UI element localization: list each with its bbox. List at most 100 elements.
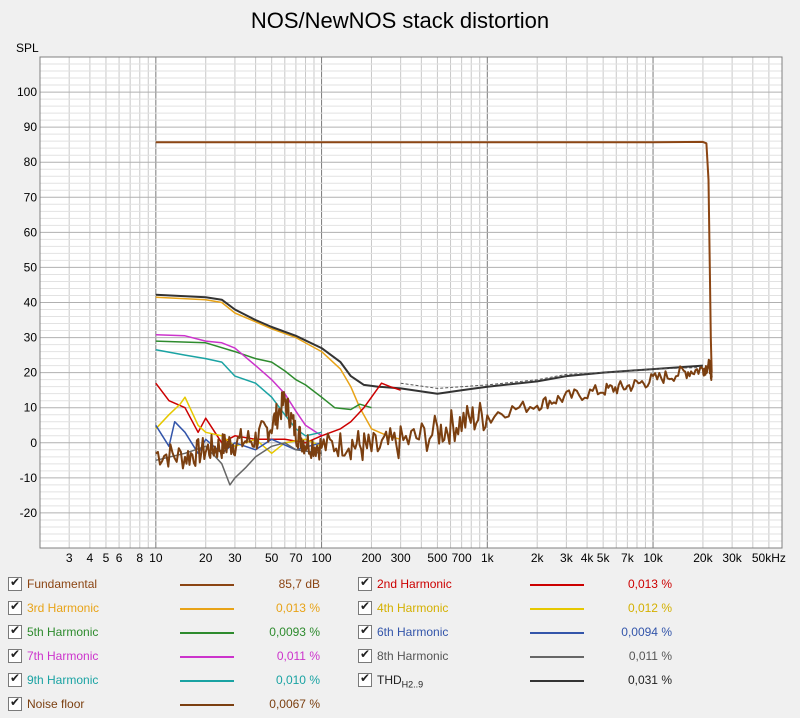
y-tick-label: 60 (24, 225, 38, 239)
x-tick-label: 20 (199, 551, 213, 565)
series-7th-harmonic (155, 334, 323, 437)
legend-checkbox[interactable] (358, 575, 372, 591)
legend-checkbox[interactable] (8, 575, 22, 591)
y-tick-label: 30 (24, 331, 38, 345)
legend-checkbox[interactable] (8, 599, 22, 615)
x-tick-label: 4 (87, 551, 94, 565)
legend-checkbox[interactable] (358, 647, 372, 663)
series-thd (155, 293, 703, 395)
legend-value: 0,0094 % (621, 625, 672, 639)
y-tick-label: 40 (24, 296, 38, 310)
y-tick-label: 50 (24, 260, 38, 274)
x-tick-label: 300 (391, 551, 411, 565)
legend-swatch (180, 704, 234, 706)
legend-label: 2nd Harmonic (377, 577, 452, 591)
x-tick-label: 4k (581, 551, 595, 565)
legend-checkbox[interactable] (358, 671, 372, 687)
legend-value: 0,012 % (627, 601, 672, 615)
x-tick-label: 6 (116, 551, 123, 565)
legend-label: THDH2..9 (377, 673, 424, 690)
x-tick-label: 7k (621, 551, 635, 565)
x-tick-label: 5k (597, 551, 611, 565)
legend-swatch (530, 584, 584, 586)
legend-value: 0,013 % (275, 601, 320, 615)
legend-label: 5th Harmonic (27, 625, 99, 639)
legend-item: 6th Harmonic 0,0094 % (0, 622, 800, 642)
legend-item: 2nd Harmonic 0,013 % (0, 574, 800, 594)
legend-label: 7th Harmonic (27, 649, 99, 663)
x-tick-label: 10 (149, 551, 163, 565)
y-tick-label: 80 (24, 155, 38, 169)
x-tick-label: 50kHz (752, 551, 786, 565)
x-tick-label: 20k (693, 551, 713, 565)
series-6th-harmonic (155, 420, 322, 455)
x-tick-label: 50 (265, 551, 279, 565)
y-tick-label: -10 (20, 471, 38, 485)
legend-value: 0,0093 % (269, 625, 320, 639)
legend-value: 0,0067 % (269, 697, 320, 711)
x-tick-label: 2k (531, 551, 545, 565)
legend-label: 9th Harmonic (27, 673, 99, 687)
legend-item: 8th Harmonic 0,011 % (0, 646, 800, 666)
legend-label: 3rd Harmonic (27, 601, 100, 615)
legend-value: 0,010 % (275, 673, 320, 687)
legend-label: 4th Harmonic (377, 601, 449, 615)
legend-label: 6th Harmonic (377, 625, 449, 639)
legend-item: Noise floor 0,0067 % (0, 694, 800, 714)
y-tick-label: 70 (24, 190, 38, 204)
x-tick-label: 1k (481, 551, 495, 565)
x-tick-label: 8 (136, 551, 143, 565)
series-8th-harmonic-upper (400, 366, 703, 389)
legend-value: 85,7 dB (278, 577, 320, 591)
legend-item: 7th Harmonic 0,011 % (0, 646, 800, 666)
legend-label: 8th Harmonic (377, 649, 449, 663)
x-tick-label: 500 (427, 551, 447, 565)
legend-item: 5th Harmonic 0,0093 % (0, 622, 800, 642)
legend-swatch (530, 608, 584, 610)
legend-value: 0,011 % (276, 649, 320, 663)
legend-label: Fundamental (27, 577, 98, 591)
series-5th-harmonic (155, 340, 372, 411)
y-tick-label: 90 (24, 120, 38, 134)
legend-value: 0,013 % (627, 577, 672, 591)
legend-swatch (180, 608, 234, 610)
x-tick-label: 5 (103, 551, 110, 565)
x-tick-label: 30k (722, 551, 742, 565)
y-axis-label: SPL (16, 41, 39, 55)
x-tick-label: 700 (452, 551, 472, 565)
plot-border (39, 56, 783, 549)
legend-checkbox[interactable] (358, 599, 372, 615)
chart-title: NOS/NewNOS stack distortion (250, 8, 550, 33)
x-tick-label: 3k (560, 551, 574, 565)
x-tick-label: 200 (361, 551, 381, 565)
legend-value: 0,011 % (628, 649, 672, 663)
y-tick-label: 0 (30, 436, 37, 450)
legend-checkbox[interactable] (8, 695, 22, 711)
x-tick-label: 10k (643, 551, 663, 565)
legend-item: 4th Harmonic 0,012 % (0, 598, 800, 618)
legend-item: Fundamental 85,7 dB (0, 574, 800, 594)
legend-swatch (530, 632, 584, 634)
legend-checkbox[interactable] (8, 623, 22, 639)
legend-swatch (530, 680, 584, 682)
legend-label-subscript: H2..9 (401, 679, 424, 690)
legend-swatch (180, 680, 234, 682)
legend-swatch (180, 656, 234, 658)
series-3rd-harmonic (155, 296, 401, 441)
legend-checkbox[interactable] (8, 671, 22, 687)
legend-swatch (180, 632, 234, 634)
x-tick-label: 30 (228, 551, 242, 565)
legend-item: 9th Harmonic 0,010 % (0, 670, 800, 690)
legend-item: THDH2..9 0,031 % (0, 670, 800, 690)
legend-checkbox[interactable] (358, 623, 372, 639)
legend-label: Noise floor (27, 697, 85, 711)
series-noise-floor (155, 358, 713, 470)
y-tick-label: 20 (24, 366, 38, 380)
legend-item: 3rd Harmonic 0,013 % (0, 598, 800, 618)
x-tick-label: 3 (66, 551, 73, 565)
legend-swatch (530, 656, 584, 658)
x-tick-label: 100 (312, 551, 332, 565)
series-fundamental (155, 140, 713, 373)
legend-checkbox[interactable] (8, 647, 22, 663)
